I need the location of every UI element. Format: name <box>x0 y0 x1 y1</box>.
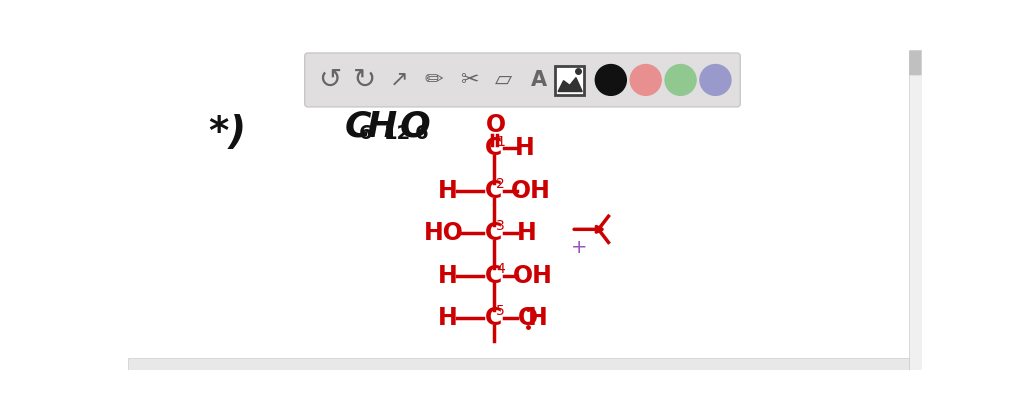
Text: O: O <box>399 110 430 144</box>
Text: C: C <box>485 306 503 330</box>
Text: C: C <box>345 110 372 144</box>
Text: H: H <box>516 221 537 245</box>
FancyBboxPatch shape <box>909 50 922 370</box>
Text: +: + <box>570 238 588 257</box>
Text: 3: 3 <box>497 219 505 233</box>
Text: O: O <box>518 306 538 330</box>
FancyBboxPatch shape <box>909 51 922 75</box>
Text: *): *) <box>208 114 246 152</box>
Text: ↻: ↻ <box>352 66 376 94</box>
Text: ▱: ▱ <box>496 70 512 90</box>
Text: H: H <box>528 306 548 330</box>
Text: C: C <box>485 221 503 245</box>
Text: H: H <box>437 179 457 203</box>
Text: C: C <box>485 263 503 287</box>
Circle shape <box>665 64 696 95</box>
FancyBboxPatch shape <box>305 53 740 107</box>
Polygon shape <box>558 78 583 92</box>
Circle shape <box>700 64 731 95</box>
Text: 12: 12 <box>384 124 411 143</box>
Text: 5: 5 <box>497 304 505 318</box>
Text: 1: 1 <box>497 134 505 149</box>
Text: 6: 6 <box>415 124 428 143</box>
Text: H: H <box>367 110 397 144</box>
Text: ✂: ✂ <box>460 70 478 90</box>
Text: ✏: ✏ <box>425 70 443 90</box>
Text: C: C <box>485 179 503 203</box>
Text: HO: HO <box>424 221 464 245</box>
FancyBboxPatch shape <box>128 358 909 370</box>
Text: 2: 2 <box>497 177 505 191</box>
Text: OH: OH <box>511 179 551 203</box>
Text: O: O <box>486 114 506 137</box>
FancyBboxPatch shape <box>555 66 585 95</box>
Text: 4: 4 <box>497 262 505 276</box>
Text: ↺: ↺ <box>317 66 341 94</box>
Text: OH: OH <box>513 263 553 287</box>
Text: C: C <box>485 136 503 161</box>
Text: H: H <box>437 306 457 330</box>
Text: H: H <box>437 263 457 287</box>
Text: 6: 6 <box>359 124 373 143</box>
Text: ↗: ↗ <box>390 70 409 90</box>
Circle shape <box>630 64 662 95</box>
Text: A: A <box>530 70 547 90</box>
Circle shape <box>595 64 627 95</box>
Text: H: H <box>515 136 535 161</box>
